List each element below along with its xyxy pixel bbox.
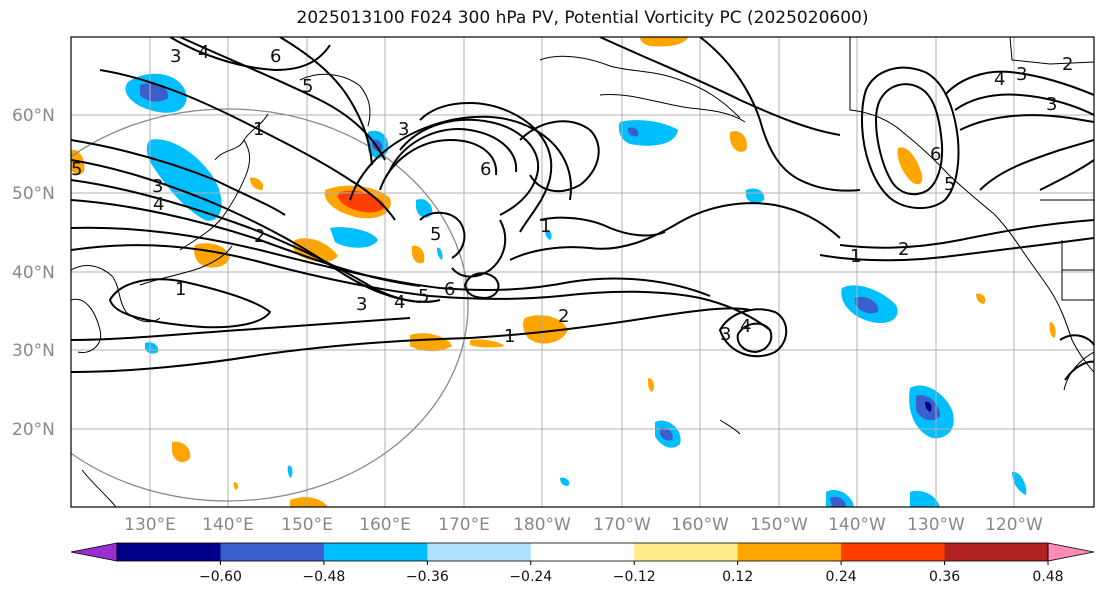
contour-label-1e: 1 [850, 246, 861, 267]
anomaly-shading [71, 37, 1056, 507]
range-circle [71, 108, 469, 502]
colorbar-tick-label: 0.24 [826, 569, 857, 585]
colorbar-tick-label: −0.12 [613, 569, 656, 585]
colorbar-extend-low [70, 542, 118, 562]
colorbar-segment [427, 543, 532, 561]
lon-label-180w: 180°W [513, 515, 571, 535]
contour-label-5e: 5 [71, 159, 82, 180]
contour-label-6d: 6 [930, 144, 941, 165]
contour-label-5b: 5 [418, 286, 429, 307]
contour-label-3f: 3 [1016, 64, 1027, 85]
contour-label-3b: 3 [152, 176, 163, 197]
contour-label-5c: 5 [430, 224, 441, 245]
contour-label-6b: 6 [444, 279, 455, 300]
lon-label-140w: 140°W [828, 515, 886, 535]
colorbar-tick-label: −0.60 [199, 569, 242, 585]
latitude-labels: 60°N 50°N 40°N 30°N 20°N [12, 106, 55, 440]
contour-label-6c: 6 [480, 159, 491, 180]
contour-label-4b: 4 [153, 194, 164, 215]
colorbar-segment [634, 543, 739, 561]
longitude-labels: 130°E 140°E 150°E 160°E 170°E 180°W 170°… [124, 515, 1043, 535]
contour-label-4e: 4 [994, 69, 1005, 90]
colorbar-tick-label: 0.36 [929, 569, 960, 585]
contour-label-2b: 2 [558, 306, 569, 327]
contour-label-4a: 4 [198, 42, 209, 63]
map-panel: 3 4 6 5 1 3 4 2 1 3 4 5 6 5 6 3 1 1 2 3 … [71, 37, 1094, 507]
contour-label-5a: 5 [302, 76, 313, 97]
lat-label-40: 40°N [12, 263, 55, 283]
contour-label-3e: 3 [720, 324, 731, 345]
lon-label-170e: 170°E [438, 515, 490, 535]
contour-label-3g: 3 [1046, 94, 1057, 115]
colorbar-segment [944, 543, 1049, 561]
colorbar-tick-label: −0.48 [302, 569, 345, 585]
colorbar-tick-label: 0.12 [722, 569, 753, 585]
colorbar-tick-label: −0.24 [509, 569, 552, 585]
contour-label-5d: 5 [944, 174, 955, 195]
lat-label-20: 20°N [12, 420, 55, 440]
colorbar-ticks: −0.60 −0.48 −0.36 −0.24 −0.12 0.12 0.24 0.36 0.4… [199, 561, 1064, 585]
lat-label-50: 50°N [12, 184, 55, 204]
lon-label-150e: 150°E [281, 515, 333, 535]
contour-label-4c: 4 [394, 292, 405, 313]
colorbar-extend-high [1047, 542, 1095, 562]
lon-label-130e: 130°E [124, 515, 176, 535]
colorbar-segment [323, 543, 428, 561]
map-frame [70, 36, 1095, 508]
contour-label-2c: 2 [898, 239, 909, 260]
lon-label-150w: 150°W [750, 515, 808, 535]
pv-contours [71, 37, 1094, 381]
colorbar-segment [737, 543, 842, 561]
colorbar-segment [117, 543, 221, 561]
lat-label-30: 30°N [12, 341, 55, 361]
contour-label-3d: 3 [398, 119, 409, 140]
contour-label-1b: 1 [175, 279, 186, 300]
contour-label-2a: 2 [254, 226, 265, 247]
colorbar-segment [841, 543, 946, 561]
colorbar-tick-label: 0.48 [1032, 569, 1063, 585]
lat-label-60: 60°N [12, 106, 55, 126]
contour-labels: 3 4 6 5 1 3 4 2 1 3 4 5 6 5 6 3 1 1 2 3 … [71, 42, 1073, 347]
contour-label-3a: 3 [170, 46, 181, 67]
contour-label-2d: 2 [1062, 54, 1073, 75]
colorbar-segment [220, 543, 325, 561]
lon-label-160e: 160°E [359, 515, 411, 535]
lon-label-120w: 120°W [985, 515, 1043, 535]
colorbar-segment [530, 543, 635, 561]
lon-label-160w: 160°W [671, 515, 729, 535]
colorbar: −0.60 −0.48 −0.36 −0.24 −0.12 0.12 0.24 0.36 0.4… [70, 542, 1095, 585]
map-title: 2025013100 F024 300 hPa PV, Potential Vo… [296, 8, 869, 28]
contour-label-1a: 1 [253, 119, 264, 140]
contour-label-3c: 3 [356, 294, 367, 315]
lon-label-140e: 140°E [202, 515, 254, 535]
colorbar-frame [116, 542, 1049, 562]
contour-label-4d: 4 [740, 316, 751, 337]
lon-label-130w: 130°W [907, 515, 965, 535]
contour-label-6a: 6 [270, 46, 281, 67]
contour-label-1d: 1 [504, 326, 515, 347]
colorbar-segments [70, 542, 1095, 562]
colorbar-tick-label: −0.36 [406, 569, 449, 585]
contour-label-1c: 1 [540, 216, 551, 237]
lon-label-170w: 170°W [593, 515, 651, 535]
